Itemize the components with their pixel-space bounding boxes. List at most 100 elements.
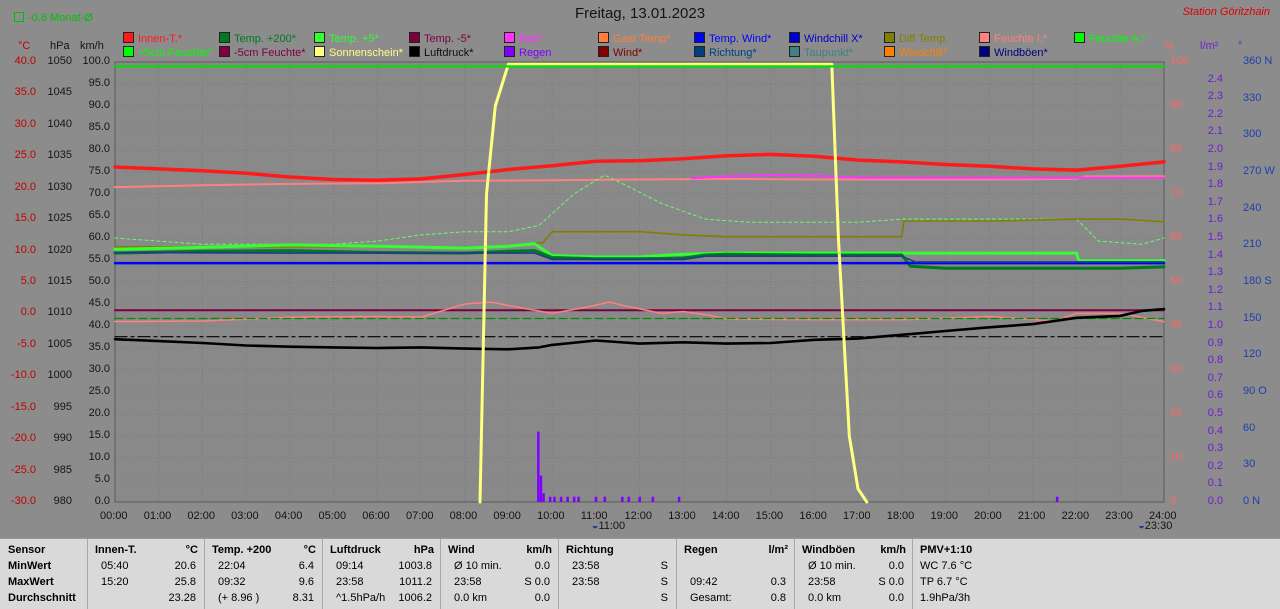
- pressure-tick-label: 980: [53, 495, 72, 507]
- legend-item[interactable]: Temp. +200*: [219, 32, 296, 45]
- rain-tick-label: 2.0: [1207, 143, 1223, 155]
- time-tick-label: 23:00: [1105, 510, 1133, 522]
- legend-item[interactable]: Wind*: [598, 46, 642, 59]
- legend-label: Regen: [519, 47, 552, 59]
- series-line: [113, 307, 1166, 351]
- series-line: [114, 251, 1165, 263]
- legend-label: Temp. +200*: [234, 33, 297, 45]
- stats-cell-label: 15:20: [101, 576, 129, 588]
- legend-item[interactable]: -5cm Feuchte*: [219, 46, 306, 59]
- legend-swatch: [789, 32, 800, 43]
- temp-tick-label: -30.0: [10, 495, 36, 507]
- legend-item[interactable]: Windchill X*: [789, 32, 863, 45]
- legend-item[interactable]: Windchill*: [884, 46, 947, 59]
- time-tick-label: 11:00: [580, 510, 608, 522]
- rain-tick-label: 1.6: [1207, 213, 1223, 226]
- checkbox-icon[interactable]: [14, 12, 24, 22]
- legend-item[interactable]: Richtung*: [694, 46, 757, 59]
- stats-cell-value: 23.28: [168, 592, 196, 604]
- time-tick-label: 15:00: [755, 510, 784, 522]
- stats-col-pmv: PMV+1:10 WC 7.6 °C TP 6.7 °C 1.9hPa/3h: [912, 539, 1280, 609]
- rain-tick-label: 2.4: [1207, 72, 1223, 85]
- wind-tick-label: 35.0: [88, 341, 110, 353]
- stats-cell-label: 22:04: [218, 560, 246, 572]
- wind-tick-label: 100.0: [82, 55, 110, 67]
- humidity-tick-label: 90: [1170, 99, 1183, 111]
- wind-tick-label: 0.0: [94, 495, 110, 507]
- legend-item[interactable]: Regen: [504, 46, 551, 59]
- wind-tick-label: 85.0: [88, 121, 110, 133]
- legend-label: -5cm Feuchte*: [234, 47, 306, 59]
- time-tick-label: 12:00: [624, 510, 653, 522]
- rain-bar: [559, 496, 563, 502]
- pressure-axis-header: hPa: [50, 40, 70, 52]
- stats-table: Sensor MinWert MaxWert Durchschnitt Inne…: [0, 538, 1280, 609]
- legend-item[interactable]: Temp. Wind*: [694, 32, 771, 45]
- legend-item[interactable]: Feuchte A.*: [1074, 32, 1146, 45]
- legend-swatch: [123, 46, 134, 57]
- rain-bar: [594, 496, 598, 502]
- legend-label: Windchill X*: [804, 33, 863, 45]
- pressure-tick-label: 1050: [47, 55, 72, 67]
- legend-item[interactable]: Taupunkt*: [789, 46, 853, 59]
- time-tick-label: 22:00: [1061, 510, 1090, 522]
- legend-item[interactable]: Feuchte I.*: [979, 32, 1047, 45]
- humidity-axis-header: %: [1164, 40, 1174, 52]
- stats-cell-value: S: [660, 560, 668, 572]
- wind-tick-label: 70.0: [88, 187, 110, 199]
- legend-label: Gast Temp*: [613, 33, 671, 45]
- stats-cell-value: 6.4: [298, 560, 314, 572]
- legend-item[interactable]: Diff Temp.: [884, 32, 948, 45]
- temp-tick-label: 15.0: [14, 212, 36, 225]
- stats-cell-value: 0.0: [534, 592, 550, 604]
- legend-label: Innen-T.*: [138, 33, 183, 45]
- time-tick-label: 17:00: [843, 510, 871, 522]
- sun-marker: ◒23:30: [1138, 520, 1172, 532]
- legend-item[interactable]: Temp. +5*: [314, 32, 379, 45]
- pressure-tick-label: 1000: [47, 369, 72, 382]
- stats-cell-label: 23:58: [572, 560, 600, 572]
- legend-item[interactable]: +5cm Feuchte*: [123, 46, 212, 59]
- legend-item[interactable]: Bad*: [504, 32, 543, 45]
- legend-item[interactable]: Gast Temp*: [598, 32, 670, 45]
- stats-col-title: Luftdruck: [330, 544, 381, 556]
- stats-cell-label: 23:58: [454, 576, 482, 588]
- legend-swatch: [884, 32, 895, 43]
- legend-swatch: [979, 32, 990, 43]
- stats-cell-value: S 0.0: [878, 576, 904, 588]
- rain-tick-label: 2.1: [1207, 125, 1223, 138]
- rain-bar: [603, 496, 607, 502]
- temp-tick-label: -10.0: [10, 369, 36, 382]
- legend-item[interactable]: Temp. -5*: [409, 32, 471, 45]
- stats-cell-value: S: [660, 576, 668, 588]
- legend-label: +5cm Feuchte*: [138, 47, 213, 59]
- stats-col-wind: Wind km/h Ø 10 min. 0.0 23:58 S 0.0 0.0 km 0.0: [440, 539, 559, 609]
- stats-cell-value: 1011.2: [399, 576, 432, 588]
- time-tick-label: 13:00: [668, 510, 696, 522]
- direction-tick-label: 270 W: [1243, 165, 1275, 177]
- legend-swatch: [409, 46, 420, 57]
- rain-bar: [651, 496, 655, 502]
- time-tick-label: 14:00: [711, 510, 740, 522]
- legend-swatch: [979, 46, 990, 57]
- stats-cell-value: 8.31: [292, 592, 314, 604]
- sun-marker: ◒11:00: [592, 520, 625, 532]
- pressure-tick-label: 1010: [47, 306, 72, 319]
- legend-label: Richtung*: [709, 47, 757, 59]
- legend-item[interactable]: Innen-T.*: [123, 32, 182, 45]
- stats-row-label: MaxWert: [8, 576, 54, 588]
- rain-tick-label: 0.3: [1207, 442, 1223, 455]
- legend-item[interactable]: Sonnenschein*: [314, 46, 403, 59]
- legend-label: Diff Temp.: [899, 33, 949, 45]
- time-tick-label: 07:00: [405, 510, 434, 522]
- legend-item[interactable]: Luftdruck*: [409, 46, 474, 59]
- temp-tick-label: 0.0: [20, 306, 36, 319]
- stats-row-label: MinWert: [8, 560, 52, 572]
- time-tick-label: 06:00: [362, 510, 390, 522]
- time-tick-label: 09:00: [493, 510, 521, 522]
- legend-label: Taupunkt*: [804, 47, 853, 59]
- legend-item[interactable]: Windböen*: [979, 46, 1048, 59]
- time-tick-label: 02:00: [187, 510, 215, 522]
- direction-tick-label: 240: [1243, 201, 1262, 214]
- pressure-tick-label: 985: [53, 463, 72, 476]
